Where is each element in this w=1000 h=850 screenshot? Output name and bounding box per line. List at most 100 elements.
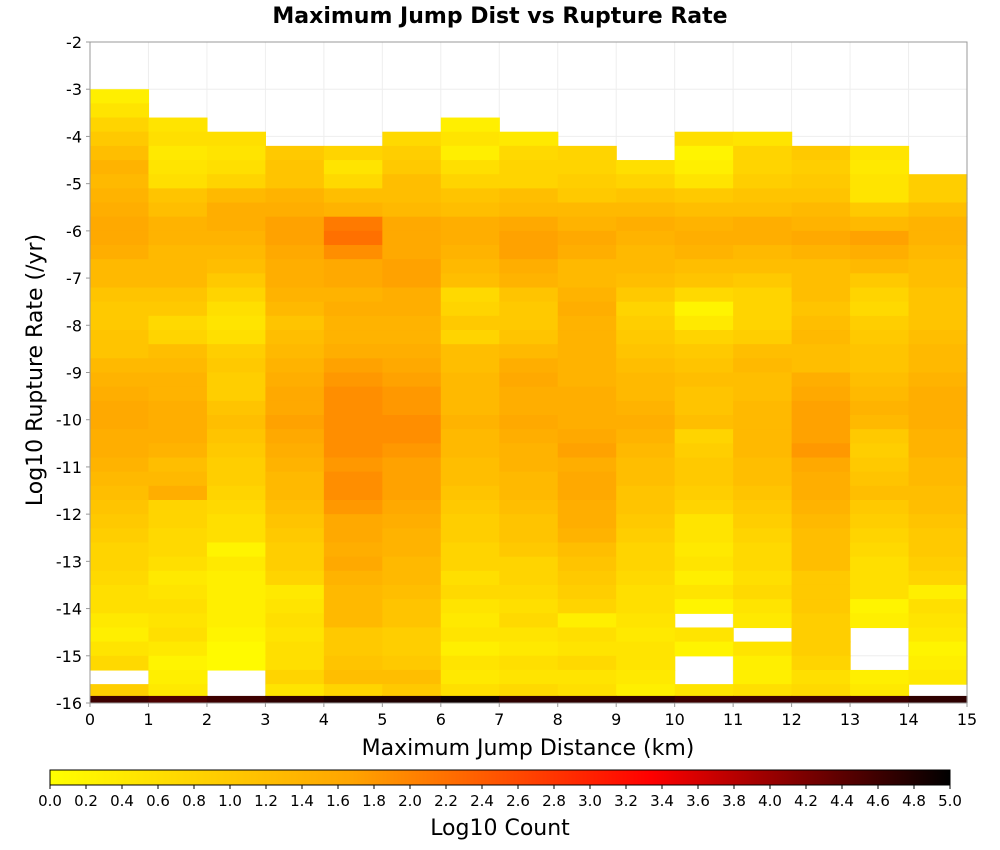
heatmap-cell — [440, 174, 500, 189]
heatmap-cell — [265, 570, 325, 586]
heatmap-cell — [206, 372, 266, 388]
heatmap-cell — [440, 287, 500, 303]
heatmap-cell — [616, 542, 676, 558]
heatmap-cell — [616, 216, 676, 232]
heatmap-cell — [382, 174, 442, 189]
heatmap-cell — [791, 485, 851, 501]
heatmap-cell — [733, 358, 793, 374]
y-tick-label: -16 — [56, 694, 82, 713]
heatmap-cell — [382, 330, 442, 345]
heatmap-cell — [265, 641, 325, 657]
heatmap-cell — [499, 584, 559, 600]
heatmap-cell — [323, 287, 383, 303]
heatmap-cell — [791, 542, 851, 558]
heatmap-cell — [148, 695, 208, 703]
heatmap-cell — [616, 259, 676, 274]
heatmap-cell — [850, 287, 910, 303]
colorbar-tick-label: 3.8 — [722, 792, 746, 810]
heatmap-cell — [382, 556, 442, 572]
heatmap-cell — [265, 429, 325, 444]
heatmap-cell — [791, 695, 851, 703]
heatmap-cell — [557, 528, 617, 544]
heatmap-cell — [440, 358, 500, 374]
heatmap-cell — [791, 655, 851, 671]
heatmap-cell — [323, 400, 383, 416]
heatmap-cell — [908, 514, 968, 529]
heatmap-cell — [440, 542, 500, 558]
heatmap-cell — [323, 315, 383, 331]
heatmap-cell — [323, 627, 383, 643]
colorbar-tick-label: 0.8 — [182, 792, 206, 810]
heatmap-cell — [908, 655, 968, 671]
heatmap-cell — [908, 259, 968, 274]
x-tick-label: 3 — [260, 710, 270, 729]
heatmap-cell — [265, 230, 325, 246]
colorbar-tick-label: 5.0 — [938, 792, 962, 810]
heatmap-cell — [499, 499, 559, 515]
heatmap-cell — [265, 695, 325, 703]
heatmap-cell — [323, 684, 383, 699]
heatmap-cell — [850, 485, 910, 501]
y-tick-label: -9 — [66, 364, 82, 383]
heatmap-cell — [206, 358, 266, 374]
heatmap-cell — [382, 499, 442, 515]
heatmap-cell — [908, 695, 968, 703]
heatmap-cell — [616, 669, 676, 685]
heatmap-cell — [206, 471, 266, 487]
heatmap-cell — [90, 655, 150, 671]
y-axis-ticks: -2 -3 -4 -5 -6 -7 -8 -9 -10 -11 -12 -13 -14 -15 -16 — [56, 33, 90, 713]
heatmap-cell — [382, 684, 442, 699]
heatmap-cell — [674, 514, 734, 529]
heatmap-cell — [557, 429, 617, 444]
heatmap-cell — [265, 259, 325, 274]
heatmap-cell — [440, 259, 500, 274]
heatmap-cell — [791, 570, 851, 586]
heatmap-cell — [323, 584, 383, 600]
heatmap-cell — [265, 287, 325, 303]
heatmap-cell — [850, 684, 910, 699]
heatmap-cell — [440, 613, 500, 629]
heatmap-cell — [674, 684, 734, 699]
heatmap-cell — [850, 471, 910, 487]
heatmap-cell — [908, 669, 968, 685]
x-tick-label: 0 — [85, 710, 95, 729]
heatmap-cell — [206, 570, 266, 586]
heatmap-cell — [733, 230, 793, 246]
heatmap-cell — [265, 613, 325, 629]
colorbar-tick-label: 2.8 — [542, 792, 566, 810]
heatmap-cell — [206, 584, 266, 600]
heatmap-cell — [382, 599, 442, 614]
heatmap-cell — [382, 627, 442, 643]
heatmap-cell — [908, 485, 968, 501]
heatmap-cell — [148, 174, 208, 189]
heatmap-cell — [733, 372, 793, 388]
heatmap-cell — [265, 471, 325, 487]
heatmap-cell — [148, 202, 208, 218]
heatmap-cell — [265, 315, 325, 331]
heatmap-cell — [90, 372, 150, 388]
colorbar-tick-label: 4.0 — [758, 792, 782, 810]
heatmap-cell — [382, 414, 442, 430]
heatmap-cell — [791, 372, 851, 388]
heatmap-cell — [90, 429, 150, 444]
heatmap-cell — [265, 202, 325, 218]
heatmap-cell — [148, 216, 208, 232]
heatmap-cell — [791, 315, 851, 331]
heatmap-cell — [733, 457, 793, 473]
heatmap-cell — [908, 358, 968, 374]
heatmap-cell — [791, 669, 851, 685]
heatmap-cell — [908, 344, 968, 359]
colorbar-tick-label: 4.2 — [794, 792, 818, 810]
heatmap-cell — [616, 471, 676, 487]
heatmap-cell — [850, 188, 910, 204]
heatmap-cell — [90, 386, 150, 402]
heatmap-cell — [323, 499, 383, 515]
heatmap-cell — [733, 471, 793, 487]
colorbar-tick-label: 3.0 — [578, 792, 602, 810]
heatmap-cell — [733, 499, 793, 515]
heatmap-cell — [148, 358, 208, 374]
heatmap-cell — [206, 499, 266, 515]
heatmap-cell — [440, 669, 500, 685]
heatmap-cell — [733, 202, 793, 218]
x-tick-label: 5 — [377, 710, 387, 729]
